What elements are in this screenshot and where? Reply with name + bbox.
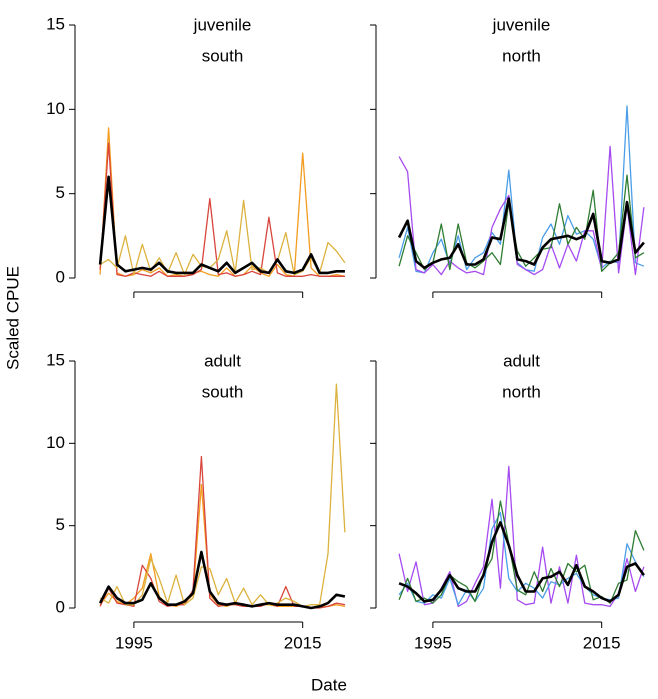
panel-stage: juvenile [492, 15, 551, 34]
series-line [99, 142, 345, 277]
panel-stage: juvenile [193, 15, 252, 34]
x-tick-label: 2015 [284, 633, 322, 652]
panel-stage: adult [204, 351, 241, 370]
x-tick-label: 1995 [115, 633, 153, 652]
series-line [398, 105, 645, 274]
panel-region: north [502, 46, 541, 65]
series-line [398, 521, 645, 603]
y-tick-label: 10 [46, 433, 65, 452]
y-tick-label: 0 [56, 267, 65, 286]
series-line [398, 511, 645, 606]
series-line [397, 197, 645, 270]
series-line [99, 383, 346, 608]
panel-region: south [202, 382, 244, 401]
x-tick-label: 1995 [414, 633, 452, 652]
y-tick-label: 5 [56, 183, 65, 202]
panel-stage: adult [503, 351, 540, 370]
y-tick-label: 0 [56, 597, 65, 616]
panel-region: north [502, 382, 541, 401]
series-line [99, 199, 346, 276]
panel-region: south [202, 46, 244, 65]
y-tick-label: 10 [46, 99, 65, 118]
x-tick-label: 2015 [583, 633, 621, 652]
series-line [398, 145, 645, 276]
series-line [99, 127, 346, 277]
y-tick-label: 5 [56, 515, 65, 534]
x-axis-title: Date [311, 675, 347, 694]
y-axis-title: Scaled CPUE [3, 266, 22, 370]
y-tick-label: 15 [46, 350, 65, 369]
series-line [398, 174, 645, 272]
y-tick-label: 15 [46, 14, 65, 33]
series-line [98, 550, 346, 610]
series-line [98, 175, 345, 275]
